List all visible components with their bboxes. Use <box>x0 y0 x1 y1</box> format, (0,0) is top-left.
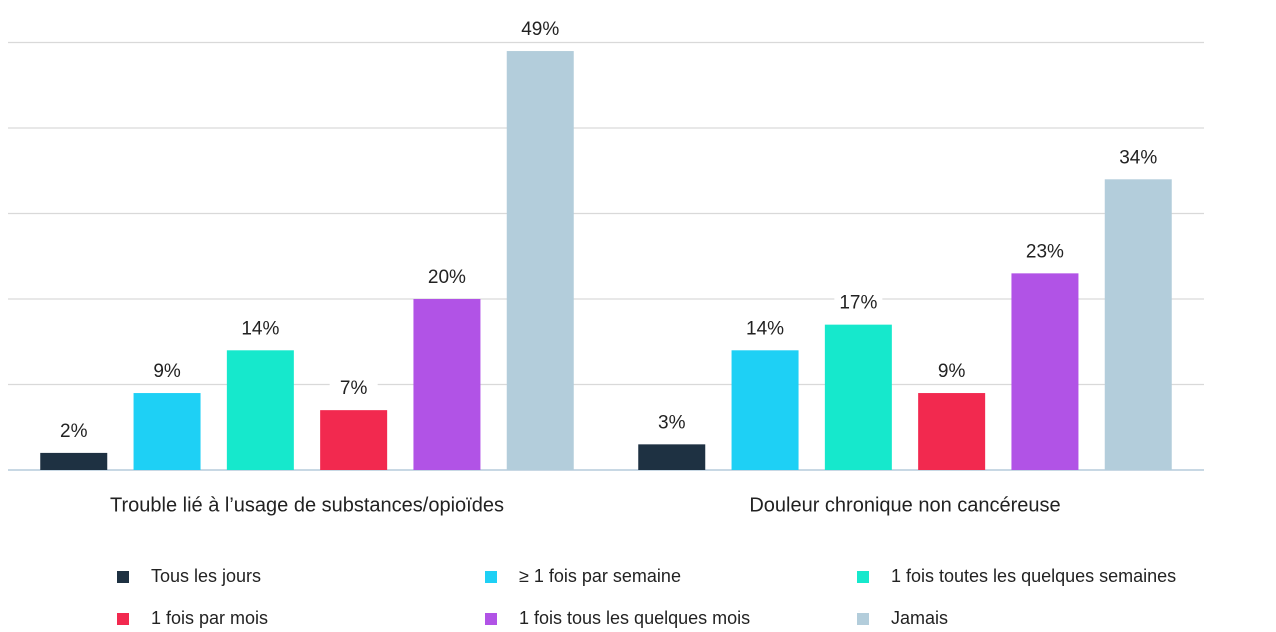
bar <box>1104 179 1172 471</box>
value-label: 34% <box>1119 147 1157 168</box>
value-label-bg <box>329 376 378 401</box>
bar <box>413 299 481 470</box>
bar <box>1011 273 1079 470</box>
x-tick-label: Trouble lié à l’usage de substances/opio… <box>110 494 504 516</box>
value-label-bg <box>647 410 696 435</box>
legend-swatch <box>117 613 129 625</box>
bar <box>731 350 799 470</box>
value-label-bg <box>741 316 790 341</box>
legend-swatch <box>485 571 497 583</box>
value-label: 23% <box>1026 241 1064 262</box>
value-label: 14% <box>241 318 279 339</box>
legend-label: Tous les jours <box>151 566 261 586</box>
bar <box>824 324 892 470</box>
value-label: 9% <box>938 361 966 382</box>
legend-swatch <box>857 613 869 625</box>
value-label-bg <box>927 359 976 384</box>
value-label: 2% <box>60 421 88 442</box>
legend-label: 1 fois tous les quelques mois <box>519 608 750 628</box>
value-label-bg <box>1114 145 1163 170</box>
value-label-bg <box>1020 239 1069 264</box>
value-label-bg <box>516 17 565 42</box>
bar <box>133 393 201 470</box>
value-label: 17% <box>839 293 877 314</box>
value-label: 14% <box>746 318 784 339</box>
value-label: 9% <box>153 361 181 382</box>
legend-swatch <box>485 613 497 625</box>
bar <box>918 393 986 470</box>
legend-label: 1 fois par mois <box>151 608 268 628</box>
bar <box>40 452 108 470</box>
value-label: 7% <box>340 378 368 399</box>
value-label: 49% <box>521 19 559 40</box>
legend-swatch <box>117 571 129 583</box>
bar <box>638 444 706 470</box>
value-label-bg <box>49 418 98 443</box>
value-label-bg <box>236 316 285 341</box>
value-label-bg <box>422 265 471 289</box>
value-label: 3% <box>658 412 686 433</box>
value-label-bg <box>834 290 883 315</box>
bar <box>320 410 388 470</box>
bar <box>506 51 574 471</box>
value-label: 20% <box>428 267 466 288</box>
value-label-bg <box>143 359 192 384</box>
legend-label: 1 fois toutes les quelques semaines <box>891 566 1176 586</box>
legend-label: Jamais <box>891 608 948 628</box>
legend-label: ≥ 1 fois par semaine <box>519 566 681 586</box>
bar <box>226 350 294 470</box>
legend-swatch <box>857 571 869 583</box>
x-tick-label: Douleur chronique non cancéreuse <box>749 494 1060 516</box>
